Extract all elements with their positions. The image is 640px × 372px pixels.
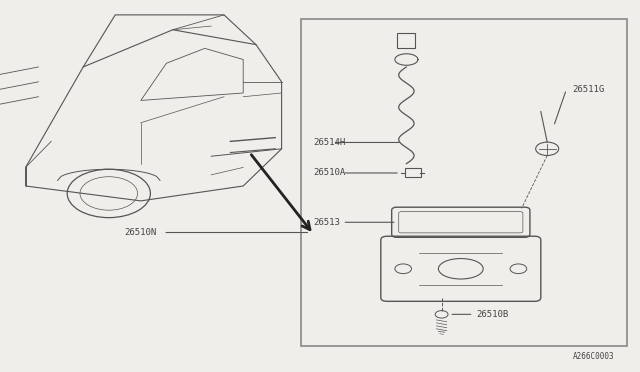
Text: 26511G: 26511G <box>573 85 605 94</box>
Text: 26510N: 26510N <box>125 228 157 237</box>
Text: 26510A: 26510A <box>314 169 346 177</box>
Text: A266C0003: A266C0003 <box>573 352 614 361</box>
Bar <box>397 33 415 48</box>
FancyBboxPatch shape <box>301 19 627 346</box>
Bar <box>405 168 421 177</box>
Text: 26510B: 26510B <box>477 310 509 319</box>
Text: 26513: 26513 <box>314 218 340 227</box>
Text: 26514H: 26514H <box>314 138 346 147</box>
